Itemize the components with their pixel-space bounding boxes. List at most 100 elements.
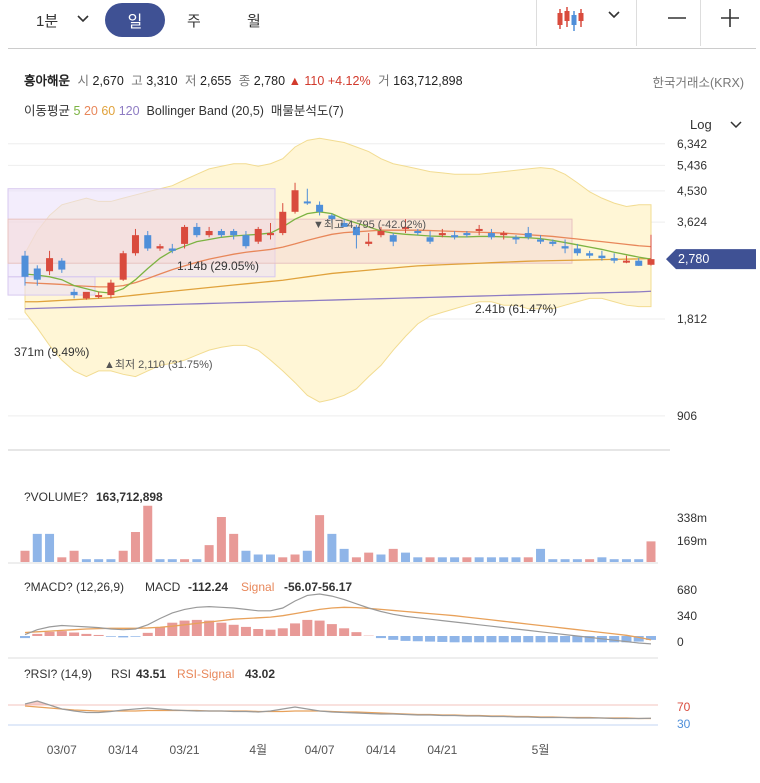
ma-20-line	[24, 229, 652, 288]
macd-histogram-bar	[56, 631, 67, 636]
chevron-down-icon[interactable]	[76, 13, 90, 25]
tab-week[interactable]: 주	[187, 13, 201, 30]
volume-bar	[180, 559, 190, 562]
macd-histogram-bar	[240, 626, 251, 636]
toolbar: 1분 일 주 월	[0, 0, 760, 48]
volume-profile-box	[7, 218, 573, 264]
candle-body	[524, 233, 532, 238]
candle	[500, 230, 508, 240]
macd-histogram-bar	[560, 636, 571, 643]
rsi-overbought-fill	[25, 701, 87, 705]
rsi-line	[24, 700, 652, 720]
macd-histogram-bar	[412, 636, 423, 642]
volume-bar	[94, 559, 104, 562]
candle-body	[144, 235, 152, 249]
macd-histogram-bar	[449, 636, 460, 643]
macd-histogram-bar	[486, 636, 497, 643]
date-tick-label: 04/21	[427, 743, 457, 757]
volume-bar	[204, 545, 214, 562]
candle-body	[107, 282, 115, 296]
candle	[635, 258, 643, 266]
indicator-legend[interactable]: 이동평균 5 20 60 120 Bollinger Band (20,5) 매…	[24, 100, 344, 119]
candlestick-icon[interactable]	[556, 5, 586, 33]
ma-label: 이동평균	[24, 104, 71, 118]
volume-bar	[45, 533, 55, 562]
interval-select[interactable]: 1분	[36, 13, 59, 30]
stock-name: 흥아해운	[24, 74, 71, 88]
macd-histogram-bar	[32, 633, 43, 636]
candle	[340, 219, 348, 227]
macd-histogram-bar	[314, 620, 325, 636]
volume-bar	[511, 557, 521, 562]
macd-histogram-bar	[69, 632, 80, 636]
plus-icon[interactable]	[719, 7, 741, 29]
high-label: 고	[131, 74, 143, 88]
macd-histogram-bar	[142, 632, 153, 636]
candle	[451, 230, 459, 240]
macd-histogram-bar	[474, 636, 485, 643]
price-tick-label: 5,436	[677, 158, 707, 172]
candle-body	[463, 233, 471, 236]
candle-body	[21, 255, 29, 277]
tab-day[interactable]: 일	[105, 3, 165, 37]
volume-bar	[106, 559, 116, 562]
profile-label: 371m (9.49%)	[14, 345, 89, 359]
candle	[303, 188, 311, 205]
volume-bar	[118, 550, 128, 562]
macd-histogram-bar	[351, 632, 362, 636]
candle	[193, 222, 201, 238]
date-tick-label: 03/07	[47, 743, 77, 757]
candle	[144, 230, 152, 251]
price-tick-label: 906	[677, 409, 697, 423]
candle-body	[242, 235, 250, 247]
candle	[156, 243, 164, 251]
candle	[266, 222, 274, 240]
volume-bar	[81, 559, 91, 562]
volume-bar	[523, 557, 533, 562]
macd-histogram-bar	[425, 636, 436, 642]
volume-bar	[315, 515, 325, 562]
change-value: ▲ 110	[288, 74, 325, 88]
macd-value: -112.24	[188, 580, 228, 594]
candle	[242, 230, 250, 249]
scale-select[interactable]: Log	[690, 117, 742, 132]
candle	[610, 253, 618, 264]
macd-histogram-bar	[167, 622, 178, 636]
macd-histogram-bar	[191, 619, 202, 636]
macd-histogram-bar	[253, 629, 264, 636]
volume-bar	[167, 559, 177, 562]
exchange-label: 한국거래소(KRX)	[652, 76, 744, 90]
volume-bar	[364, 552, 374, 562]
candle	[414, 228, 422, 236]
candle	[21, 250, 29, 286]
macd-histogram-bar	[498, 636, 509, 643]
candle	[426, 230, 434, 244]
candle	[524, 226, 532, 240]
tab-month[interactable]: 월	[247, 13, 261, 30]
volume-bar	[327, 533, 337, 562]
ma-60: 60	[101, 104, 116, 118]
candle-body	[451, 235, 459, 238]
volume-bar	[265, 554, 275, 562]
volume-bar	[229, 533, 239, 562]
macd-histogram-bar	[118, 636, 129, 638]
candle-body	[46, 258, 54, 272]
profile-label: 2.41b (61.47%)	[475, 302, 557, 316]
candle-body	[512, 237, 520, 240]
candle-body	[82, 291, 90, 299]
volume-bar	[585, 559, 595, 562]
volume-bar	[597, 557, 607, 562]
macd-histogram-bar	[302, 619, 313, 636]
volume-bar	[499, 557, 509, 562]
candle	[598, 250, 606, 261]
macd-histogram-bar	[81, 633, 92, 636]
candle	[217, 228, 225, 238]
minus-icon[interactable]	[666, 8, 688, 28]
candle	[119, 250, 127, 281]
volume-bar	[621, 559, 631, 562]
chevron-down-icon[interactable]	[607, 9, 621, 21]
volume-bar	[413, 557, 423, 562]
macd-tick-label: 0	[677, 635, 684, 649]
candle-body	[561, 246, 569, 249]
macd-histogram-bar	[646, 636, 656, 640]
